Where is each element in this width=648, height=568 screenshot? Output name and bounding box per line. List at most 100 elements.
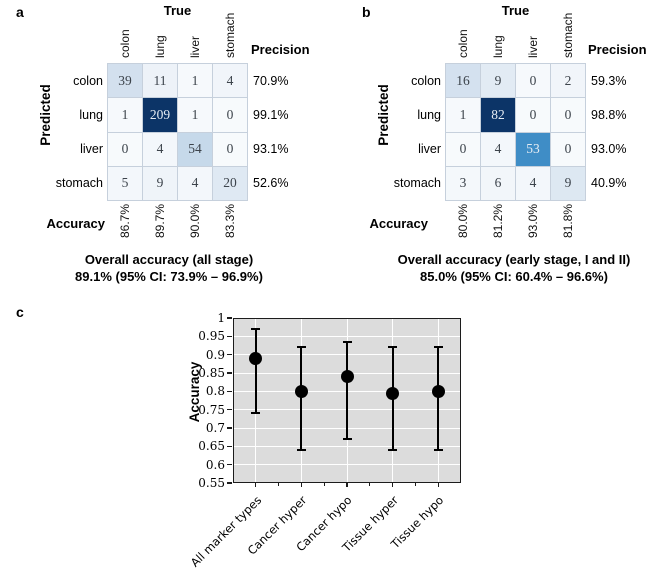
column-label-lung: lung — [491, 35, 505, 58]
matrix-cell: 54 — [178, 132, 212, 166]
accuracy-value: 80.0% — [456, 204, 470, 239]
matrix-cell: 20 — [213, 166, 247, 200]
matrix-cell: 82 — [481, 98, 515, 132]
matrix-cell: 39 — [108, 64, 142, 98]
accuracy-value: 93.0% — [526, 204, 540, 239]
row-label-colon: colon — [411, 73, 441, 88]
matrix-cell: 0 — [213, 98, 247, 132]
panel-b-label: b — [362, 4, 371, 20]
matrix-cell: 0 — [108, 132, 142, 166]
precision-value: 99.1% — [253, 107, 289, 122]
x-axis-tick — [255, 483, 257, 487]
error-bar-cap-bottom — [433, 449, 443, 451]
matrix-cell: 1 — [178, 98, 212, 132]
y-tick-label: 0.95 — [198, 329, 225, 344]
matrix-cell: 3 — [446, 166, 480, 200]
matrix-cell: 0 — [213, 132, 247, 166]
x-axis-minor-tick — [369, 483, 371, 486]
data-point — [431, 384, 445, 398]
column-label-stomach: stomach — [223, 12, 237, 58]
y-axis-tick — [227, 372, 232, 374]
y-axis-tick — [227, 427, 232, 429]
matrix-cell: 4 — [481, 132, 515, 166]
matrix-cell: 9 — [551, 166, 585, 200]
matrix-cell: 9 — [143, 166, 177, 200]
panel-a-caption-title: Overall accuracy (all stage) — [84, 252, 254, 267]
error-bar-cap-bottom — [342, 438, 352, 440]
error-bar-cap-bottom — [296, 449, 306, 451]
matrix-cell: 4 — [143, 132, 177, 166]
y-axis-tick — [227, 408, 232, 411]
matrix-cell: 53 — [516, 132, 550, 166]
accuracy-value: 83.3% — [223, 204, 237, 239]
error-bar-cap-top — [296, 346, 306, 349]
error-bar-cap-top — [342, 340, 352, 343]
y-tick-label: 1 — [217, 311, 225, 325]
x-axis-minor-tick — [277, 483, 280, 486]
y-axis-tick — [227, 463, 232, 466]
panel-b-caption-title: Overall accuracy (early stage, I and II) — [397, 252, 631, 267]
precision-value: 93.1% — [253, 142, 289, 157]
panel-b-precision-header: Precision — [588, 42, 647, 57]
matrix-cell: 9 — [481, 64, 515, 98]
y-tick-label: 0.65 — [198, 439, 225, 454]
column-label-colon: colon — [456, 29, 470, 58]
matrix-cell: 16 — [446, 64, 480, 98]
x-axis-minor-tick — [414, 483, 417, 486]
confusion-matrix-b: 16 9 0 2 1 82 0 0 0 4 53 0 3 6 4 9 — [445, 63, 586, 201]
matrix-cell: 1 — [178, 64, 212, 98]
data-point — [386, 386, 400, 400]
error-bar — [437, 347, 440, 450]
y-tick-label: 0.9 — [205, 347, 225, 362]
y-axis-tick — [227, 390, 232, 393]
panel-c-label: c — [16, 304, 24, 320]
error-bar-cap-top — [388, 346, 398, 349]
matrix-cell: 4 — [516, 166, 550, 200]
precision-value: 59.3% — [591, 73, 627, 88]
data-point — [340, 370, 354, 384]
panel-b-accuracy-header: Accuracy — [369, 216, 428, 231]
confusion-matrix-a: 39 11 1 4 1 209 1 0 0 4 54 0 5 9 4 20 — [107, 63, 248, 201]
x-axis-minor-tick — [323, 483, 325, 486]
y-tick-label: 0.8 — [205, 384, 225, 399]
error-bar-cap-bottom — [388, 449, 398, 451]
precision-value: 40.9% — [591, 176, 627, 191]
column-label-stomach: stomach — [561, 12, 575, 58]
row-label-liver: liver — [80, 142, 103, 157]
matrix-cell: 0 — [516, 64, 550, 98]
row-label-stomach: stomach — [55, 176, 103, 191]
accuracy-value: 81.8% — [561, 204, 575, 239]
row-label-lung: lung — [417, 107, 441, 122]
matrix-cell: 1 — [108, 98, 142, 132]
y-axis-tick — [227, 353, 232, 356]
accuracy-value: 90.0% — [188, 204, 202, 239]
row-label-liver: liver — [418, 142, 441, 157]
x-axis-tick — [346, 483, 348, 487]
y-tick-label: 0.85 — [198, 366, 225, 380]
accuracy-value: 89.7% — [153, 204, 167, 239]
column-label-colon: colon — [118, 29, 132, 58]
matrix-cell: 11 — [143, 64, 177, 98]
y-axis-tick — [227, 335, 232, 338]
x-axis-tick — [391, 483, 394, 487]
matrix-cell: 4 — [213, 64, 247, 98]
panel-a-label: a — [16, 4, 24, 20]
error-bar — [254, 329, 257, 414]
matrix-cell: 0 — [516, 98, 550, 132]
matrix-cell: 209 — [143, 98, 177, 132]
y-axis-tick — [227, 445, 232, 448]
column-label-liver: liver — [188, 35, 202, 58]
matrix-cell: 6 — [481, 166, 515, 200]
error-bar-cap-top — [433, 346, 443, 349]
matrix-cell: 5 — [108, 166, 142, 200]
matrix-cell: 4 — [178, 166, 212, 200]
y-tick-label: 0.55 — [198, 476, 225, 490]
x-axis-tick — [300, 483, 303, 487]
matrix-cell: 2 — [551, 64, 585, 98]
x-axis-tick — [437, 483, 439, 487]
y-tick-label: 0.6 — [205, 457, 225, 472]
matrix-cell: 0 — [551, 98, 585, 132]
panel-a-caption-value: 89.1% (95% CI: 73.9% – 96.9%) — [75, 269, 263, 284]
row-label-lung: lung — [79, 107, 103, 122]
